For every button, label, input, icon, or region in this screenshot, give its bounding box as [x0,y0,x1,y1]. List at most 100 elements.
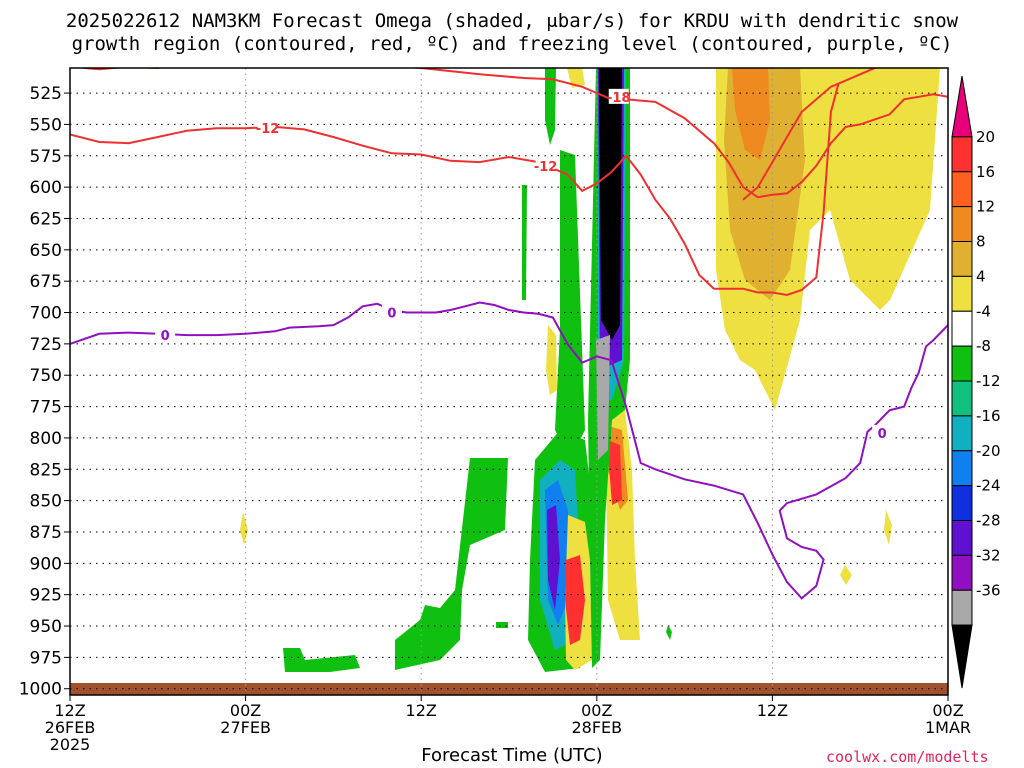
colorbar-label-9: -20 [976,442,1001,460]
colorbar-label-12: -32 [976,546,1001,564]
x-tick-label-60-1: 1MAR [925,718,971,737]
x-tick-label-24-0: 12Z [406,701,437,720]
omega-region-6 [395,458,508,670]
contour-line-0 [70,84,840,297]
y-tick-label-675: 675 [30,272,62,292]
y-axis: 525 550 575 600 625 650 675 700 725 750 775 800 825 8… [19,84,70,700]
x-tick-label-36-0: 00Z [581,701,612,720]
colorbar-swatch-8 [951,380,973,417]
contour-label-purple-2: 0 [878,427,887,442]
omega-region-26 [567,68,585,88]
colorbar-label-13: -36 [976,581,1001,599]
omega-region-7 [283,648,360,672]
colorbar: 20 16 12 8 4 -4 -8 -12 -16 -20 -24 -28 -32 -36 [951,75,1001,689]
omega-region-22 [240,512,248,545]
omega-region-5 [555,150,585,460]
x-tick-label-0-2: 2025 [50,735,91,754]
y-tick-label-850: 850 [30,492,62,512]
contour-label-red-2: -18 [607,91,631,106]
y-tick-label-875: 875 [30,523,62,543]
colorbar-label-0: 20 [976,128,995,146]
colorbar-swatch-9 [951,415,973,452]
x-axis-title: Forecast Time (UTC) [421,745,603,766]
colorbar-label-10: -24 [976,477,1001,495]
omega-region-25 [884,510,892,545]
omega-region-16 [607,440,622,505]
x-tick-label-60-0: 00Z [932,701,963,720]
x-tick-label-0-0: 12Z [54,701,85,720]
y-tick-label-825: 825 [30,460,62,480]
omega-region-24 [840,565,852,585]
colorbar-label-11: -28 [976,512,1001,530]
y-tick-label-800: 800 [30,429,62,449]
plot-frame [69,67,949,696]
omega-region-27 [666,625,672,640]
colorbar-swatch-4 [951,241,973,277]
contour-label-bg-purple-2 [872,424,893,440]
colorbar-swatch-0 [951,75,973,138]
colorbar-label-4: 4 [976,267,986,285]
chart-title-line1: 2025022612 NAM3KM Forecast Omega (shaded… [65,10,959,32]
y-tick-label-950: 950 [30,617,62,637]
omega-region-21 [596,335,610,460]
contour-label-red-1: -12 [534,160,558,175]
omega-region-28 [496,622,508,628]
omega-region-3 [545,68,556,145]
y-tick-label-750: 750 [30,366,62,386]
colorbar-label-2: 12 [976,198,995,216]
ground-surface [70,683,948,695]
colorbar-label-1: 16 [976,163,995,181]
y-tick-label-525: 525 [30,84,62,104]
colorbar-label-3: 8 [976,233,986,251]
contour-label-purple-1: 0 [387,307,396,322]
contour-line-3 [70,301,948,600]
contour-label-bg-purple-1 [381,304,402,320]
credit-link[interactable]: coolwx.com/modelts [826,748,989,766]
colorbar-label-8: -16 [976,407,1001,425]
omega-region-23 [546,325,557,395]
y-tick-label-900: 900 [30,554,62,574]
contour-line-1 [82,68,948,199]
colorbar-swatch-10 [951,450,973,487]
colorbar-swatch-2 [951,171,973,208]
contour-label-bg-red-1 [535,157,556,173]
x-tick-label-12-0: 00Z [230,701,261,720]
y-tick-label-650: 650 [30,241,62,261]
y-tick-label-575: 575 [30,147,62,167]
contour-line-2 [742,68,879,201]
colorbar-swatch-12 [951,520,973,556]
x-tick-label-36-1: 28FEB [571,718,622,737]
colorbar-label-7: -12 [976,372,1001,390]
colorbar-swatch-11 [951,485,973,521]
colorbar-swatch-6 [951,310,973,347]
contour-label-red-0: -12 [256,122,280,137]
y-tick-label-625: 625 [30,209,62,229]
contour-labels: -12 -12 -18 0 0 0 [155,88,893,442]
omega-region-11 [547,505,560,610]
omega-region-20 [599,68,622,340]
y-tick-label-1000: 1000 [19,680,62,700]
colorbar-swatch-14 [951,589,973,626]
colorbar-label-5: -4 [976,302,991,320]
contour-label-bg-purple-0 [155,327,176,343]
y-tick-label-600: 600 [30,178,62,198]
omega-region-13 [565,555,585,645]
contour-label-purple-0: 0 [161,329,170,344]
y-tick-label-925: 925 [30,586,62,606]
contour-lines [70,68,948,600]
x-tick-label-0-1: 26FEB [45,718,96,737]
omega-region-2 [732,68,770,160]
y-tick-label-975: 975 [30,648,62,668]
y-tick-label-550: 550 [30,115,62,135]
chart-title-line2: growth region (contoured, red, ºC) and f… [71,33,953,55]
colorbar-swatch-7 [951,345,973,382]
colorbar-swatch-13 [951,554,973,591]
colorbar-label-6: -8 [976,337,991,355]
omega-region-4 [522,185,527,300]
omega-shading-layer [240,68,940,672]
colorbar-swatch-1 [951,136,973,173]
y-tick-label-700: 700 [30,304,62,324]
colorbar-swatch-15 [951,624,973,689]
